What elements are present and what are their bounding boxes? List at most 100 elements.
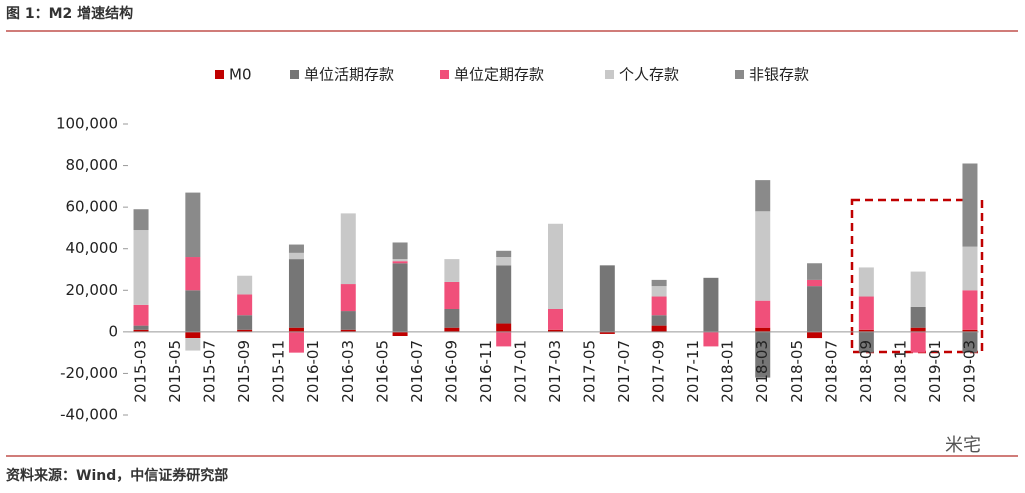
x-tick-label: 2016-03: [339, 340, 357, 403]
bar-segment: [962, 290, 978, 330]
bar-segment: [133, 209, 149, 231]
bar-segment: [755, 327, 771, 332]
bar-segment: [392, 261, 408, 264]
bar-segment: [962, 163, 978, 247]
bar-segment: [185, 192, 201, 258]
bar-segment: [185, 290, 201, 332]
bar-segment: [288, 327, 304, 332]
bar-segment: [807, 331, 823, 339]
x-tick-label: 2017-01: [511, 340, 529, 403]
legend-label: 单位活期存款: [304, 66, 394, 84]
bar-segment: [755, 331, 771, 378]
x-tick-label: 2018-07: [822, 340, 840, 403]
bar-segment: [496, 331, 512, 347]
bar-segment: [548, 308, 563, 330]
y-tick-label: -20,000: [60, 364, 118, 382]
bar-segment: [496, 323, 512, 332]
bar-segment: [962, 246, 978, 291]
bar-segment: [910, 331, 926, 353]
bar-segment: [444, 327, 460, 332]
x-tick-label: 2018-03: [753, 340, 771, 403]
legend-swatch: [735, 70, 744, 79]
bar-segment: [237, 329, 253, 332]
x-tick-label: 2015-09: [235, 340, 253, 403]
bar-segment: [288, 252, 304, 260]
x-tick-label: 2015-07: [201, 340, 219, 403]
legend-swatch: [215, 70, 224, 79]
legend-swatch: [440, 70, 449, 79]
bar-segment: [340, 213, 356, 285]
bar-segment: [651, 279, 667, 287]
x-tick-label: 2017-07: [615, 340, 633, 403]
bar-segment: [651, 325, 667, 332]
bar-segment: [444, 308, 460, 328]
x-tick-label: 2015-11: [270, 340, 288, 403]
x-tick-label: 2018-05: [788, 340, 806, 403]
bar-segment: [340, 311, 356, 330]
bar-segment: [237, 315, 253, 330]
bar-segment: [185, 338, 201, 351]
bar-segment: [496, 265, 512, 324]
bar-segment: [392, 242, 408, 260]
bar-segment: [807, 263, 823, 280]
x-tick-label: 2016-09: [442, 340, 460, 403]
bar-segment: [392, 331, 408, 337]
bar-segment: [703, 277, 719, 332]
bar-segment: [755, 300, 771, 328]
bar-segment: [962, 331, 978, 353]
bar-segment: [133, 325, 149, 330]
bar-segment: [755, 180, 771, 212]
bar-segment: [444, 281, 460, 309]
bar-segment: [392, 263, 408, 332]
x-tick-label: 2017-09: [650, 340, 668, 403]
y-tick-label: 80,000: [66, 156, 119, 174]
bar-segment: [703, 331, 719, 347]
bar-segment: [185, 331, 201, 339]
bar-segment: [910, 327, 926, 332]
bar-segment: [496, 250, 512, 258]
x-tick-label: 2017-03: [546, 340, 564, 403]
bar-segment: [548, 223, 563, 309]
bar-segment: [288, 244, 304, 253]
watermark: 米宅: [945, 435, 981, 456]
x-tick-label: 2015-05: [166, 340, 184, 403]
bar-segment: [599, 265, 615, 332]
legend-label: M0: [229, 66, 252, 84]
bar-segment: [133, 329, 149, 332]
bar-segment: [651, 286, 667, 297]
bar-segment: [340, 329, 356, 332]
x-tick-label: 2017-05: [581, 340, 599, 403]
x-tick-label: 2018-11: [891, 340, 909, 403]
source: 资料来源：Wind，中信证券研究部: [6, 467, 228, 484]
bar-segment: [288, 259, 304, 328]
bar-segment: [133, 230, 149, 305]
bar-segment: [651, 315, 667, 326]
bar-segment: [651, 296, 667, 316]
bar-segment: [237, 294, 253, 316]
y-tick-label: 0: [108, 322, 118, 340]
y-tick-label: 100,000: [56, 115, 118, 133]
x-tick-label: 2019-03: [960, 340, 978, 403]
x-tick-label: 2016-05: [373, 340, 391, 403]
y-tick-label: 20,000: [66, 281, 119, 299]
bar-segment: [237, 275, 253, 295]
bar-segment: [858, 267, 874, 297]
bar-segment: [185, 257, 201, 291]
x-tick-label: 2016-11: [477, 340, 495, 403]
bar-segment: [133, 304, 149, 326]
bar-segment: [340, 284, 356, 312]
legend-label: 个人存款: [619, 66, 679, 84]
x-tick-label: 2017-11: [684, 340, 702, 403]
legend-swatch: [605, 70, 614, 79]
bar-segment: [910, 271, 926, 307]
bar-segment: [392, 259, 408, 262]
bar-segment: [548, 329, 563, 332]
x-tick-label: 2016-01: [304, 340, 322, 403]
bar-segment: [858, 331, 874, 353]
y-tick-label: 60,000: [66, 198, 119, 216]
x-tick-label: 2019-01: [926, 340, 944, 403]
highlight-box: [850, 198, 984, 354]
y-tick-label: 40,000: [66, 239, 119, 257]
x-tick-label: 2018-09: [857, 340, 875, 403]
bar-segment: [599, 331, 615, 334]
